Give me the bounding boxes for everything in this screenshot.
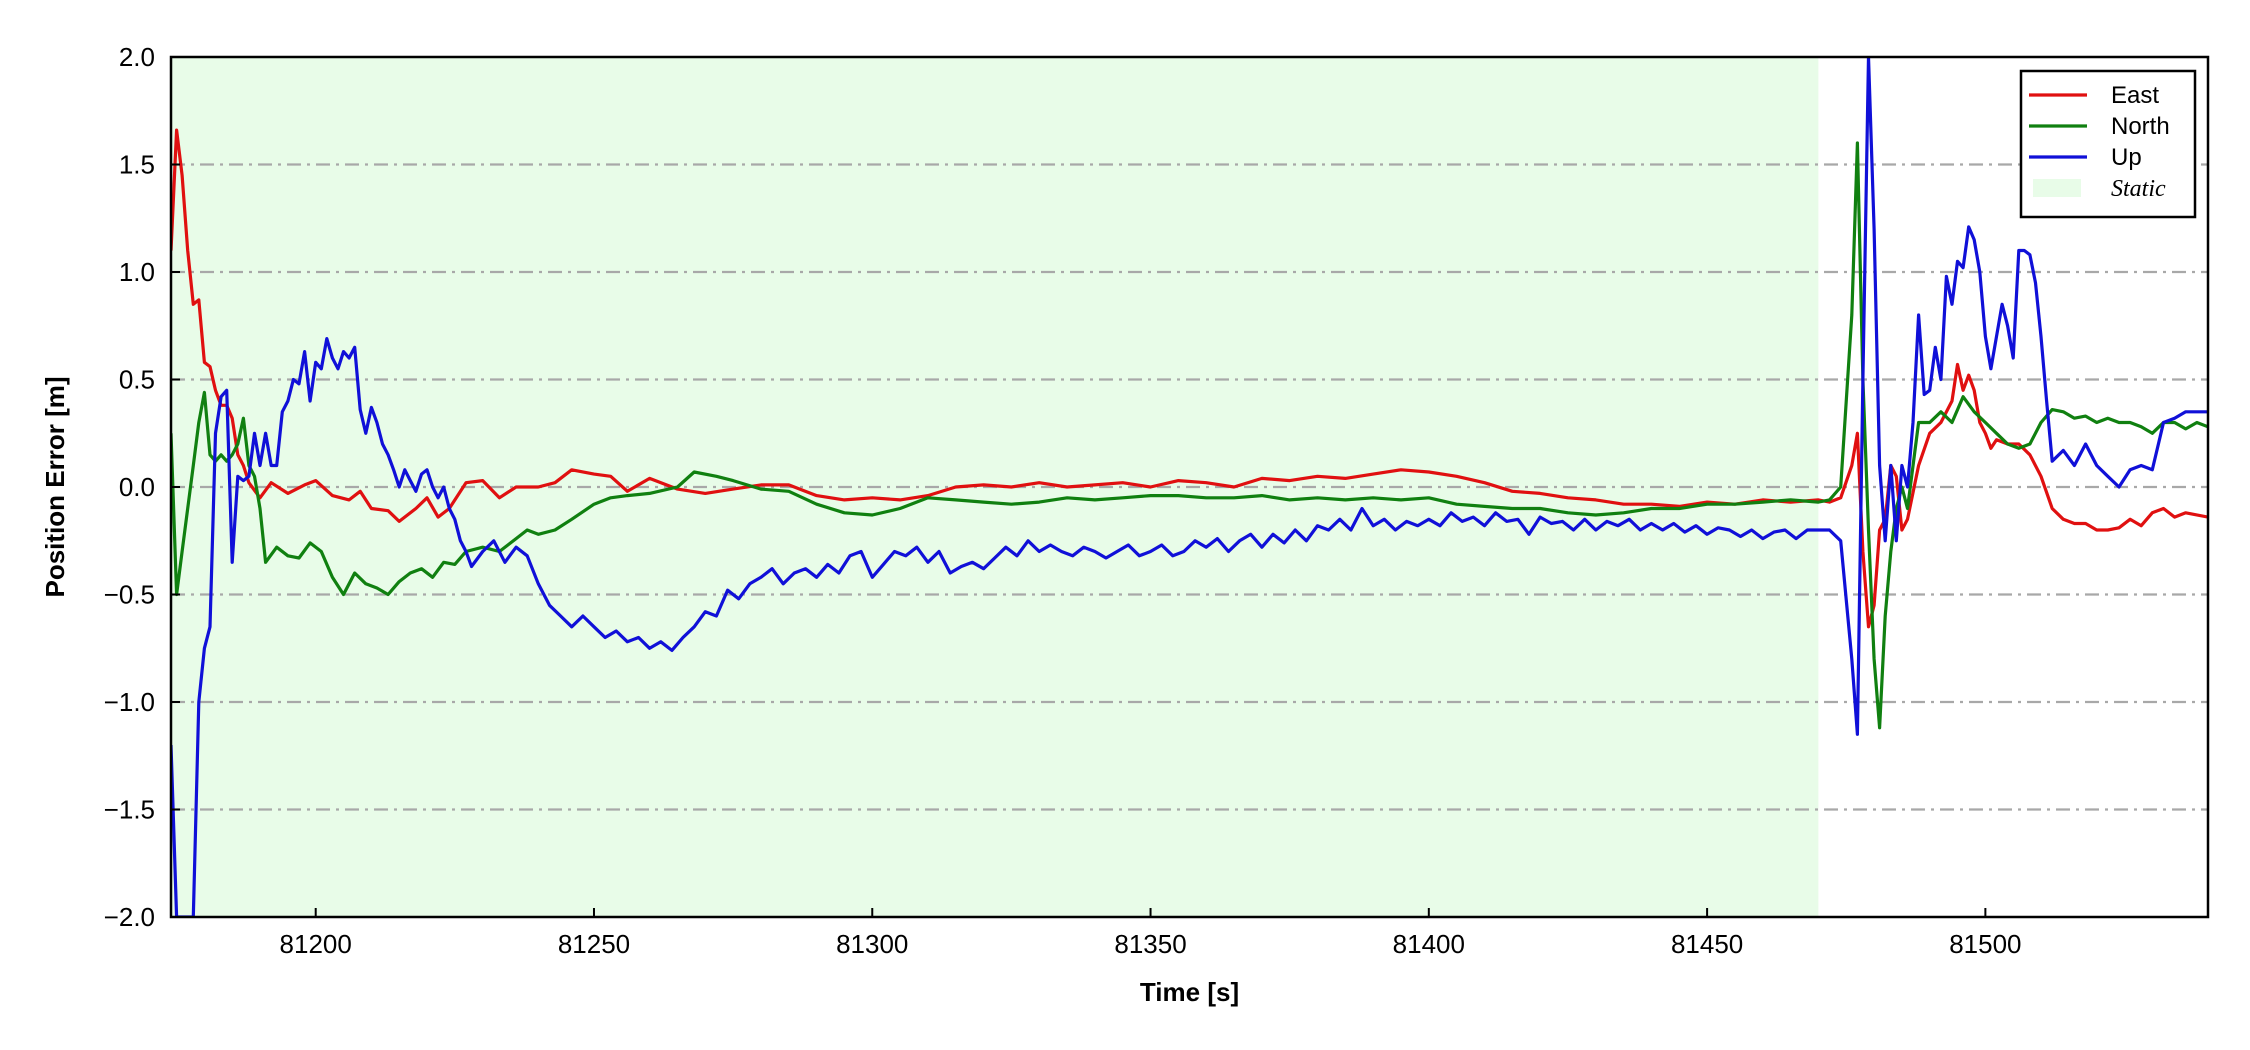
legend-label-east: East (2111, 82, 2159, 109)
y-tick-label: 0.0 (119, 472, 155, 502)
legend-label-north: North (2111, 113, 2170, 140)
axis-ticks: 81200 81250 81300 81350 81400 81450 81500 −2.0 −… (104, 42, 2022, 959)
y-tick-label: 0.5 (119, 365, 155, 395)
y-tick-label: −1.0 (104, 687, 155, 717)
y-tick-label: −1.5 (104, 795, 155, 825)
y-tick-label: −2.0 (104, 902, 155, 932)
series-line-up (171, 57, 2208, 917)
x-tick-label: 81500 (1949, 929, 2021, 959)
y-tick-label: 1.5 (119, 150, 155, 180)
x-tick-label: 81400 (1393, 929, 1465, 959)
y-tick-label: 2.0 (119, 42, 155, 72)
grid-lines (171, 163, 2208, 811)
series-line-east (171, 128, 2208, 629)
x-tick-label: 81250 (558, 929, 630, 959)
series-line-north (171, 141, 2208, 730)
x-tick-label: 81200 (280, 929, 352, 959)
series-lines (171, 57, 2208, 917)
x-tick-label: 81300 (836, 929, 908, 959)
y-axis-title: Position Error [m] (40, 376, 70, 597)
x-axis-title: Time [s] (1140, 977, 1239, 1007)
x-tick-label: 81350 (1114, 929, 1186, 959)
y-tick-label: −0.5 (104, 580, 155, 610)
legend-swatch-static (2033, 179, 2081, 197)
y-tick-label: 1.0 (119, 257, 155, 287)
legend: East North Up Static (2019, 69, 2197, 219)
x-tick-label: 81450 (1671, 929, 1743, 959)
legend-label-static: Static (2111, 176, 2166, 202)
legend-label-up: Up (2111, 144, 2142, 171)
